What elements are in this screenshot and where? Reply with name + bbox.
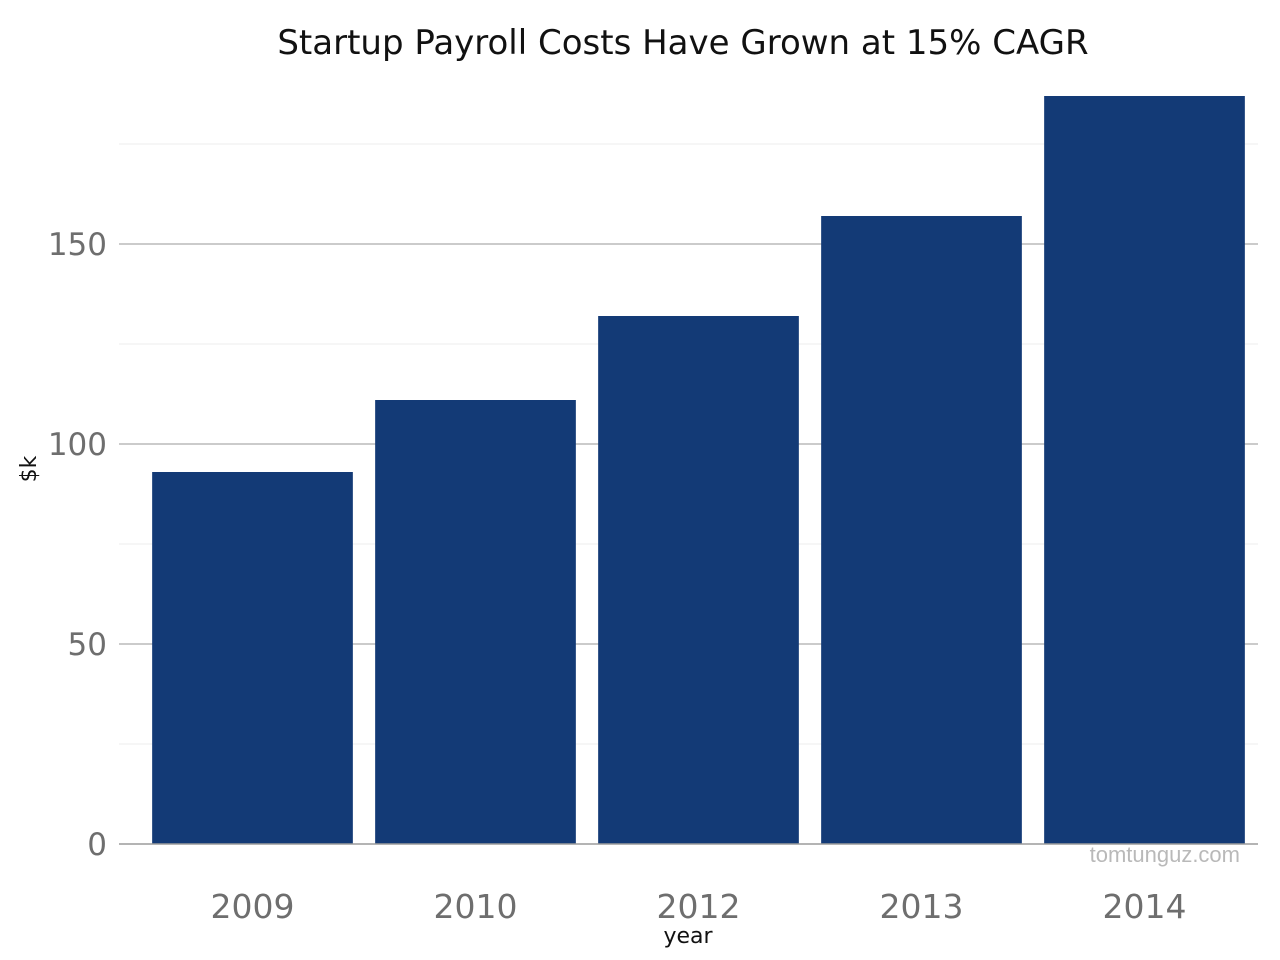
x-tick-label: 2010 [434,887,518,926]
y-tick-label: 0 [87,827,107,863]
x-tick-label: 2012 [657,887,741,926]
y-axis-label: $k [17,455,42,482]
chart-title: Startup Payroll Costs Have Grown at 15% … [277,23,1088,63]
bar-2014 [1044,96,1245,844]
y-tick-labels: 0 50 100 150 [48,227,107,863]
y-tick-label: 50 [68,627,107,663]
y-tick-label: 100 [48,427,107,463]
bar-2012 [598,316,799,844]
bars [152,96,1245,844]
x-tick-labels: 2009 2010 2012 2013 2014 [211,887,1187,926]
bar-2010 [375,400,576,844]
bar-2009 [152,472,353,844]
x-tick-label: 2013 [880,887,964,926]
bar-2013 [821,216,1022,844]
x-axis-label: year [663,924,713,949]
watermark: tomtunguz.com [1090,842,1240,867]
x-tick-label: 2014 [1103,887,1187,926]
x-tick-label: 2009 [211,887,295,926]
y-tick-label: 150 [48,227,107,263]
